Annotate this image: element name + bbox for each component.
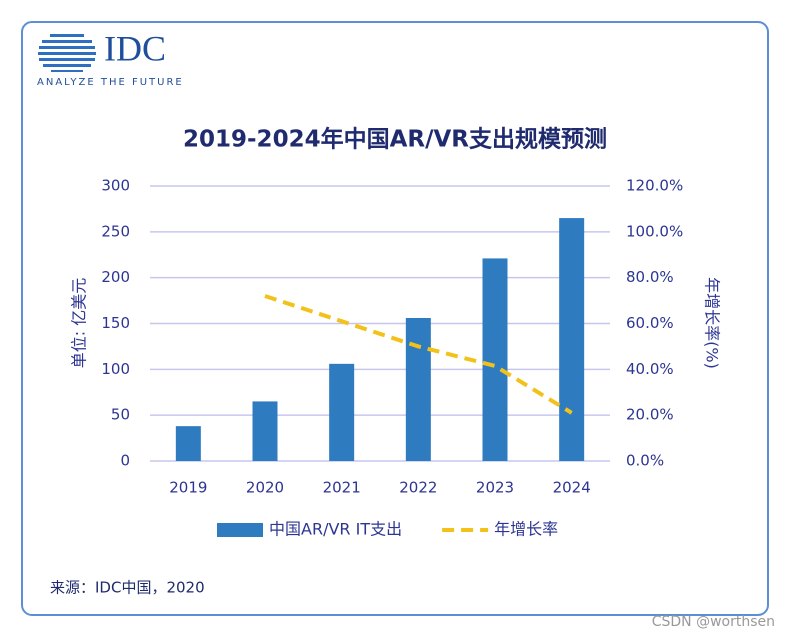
y-tick-label: 300 xyxy=(101,177,130,195)
growth-line xyxy=(264,294,573,415)
logo-name: IDC xyxy=(104,28,166,68)
bar xyxy=(559,218,585,461)
y-tick-label: 150 xyxy=(101,314,130,332)
watermark: CSDN @worthsen xyxy=(652,614,775,630)
y-tick-label: 200 xyxy=(101,268,130,286)
y-tick-label: 250 xyxy=(101,222,130,240)
legend-label: 年增长率 xyxy=(494,520,558,539)
x-tick-label: 2019 xyxy=(169,479,207,497)
y2-tick-label: 0.0% xyxy=(626,452,664,470)
x-tick-label: 2021 xyxy=(323,479,361,497)
bar xyxy=(405,318,431,461)
y2-tick-label: 100.0% xyxy=(626,222,683,240)
y2-tick-label: 60.0% xyxy=(626,314,674,332)
y-tick-label: 100 xyxy=(101,360,130,378)
bar xyxy=(329,363,355,461)
x-tick-label: 2024 xyxy=(553,479,591,497)
bar xyxy=(175,426,201,461)
x-tick-label: 2022 xyxy=(399,479,437,497)
y2-axis-label: 年增长率(%) xyxy=(703,277,722,369)
legend-label: 中国AR/VR IT支出 xyxy=(269,520,402,539)
legend-swatch xyxy=(217,523,263,537)
y2-tick-label: 20.0% xyxy=(626,406,674,424)
bar xyxy=(252,401,278,461)
y2-tick-label: 120.0% xyxy=(626,177,683,195)
y-tick-label: 0 xyxy=(120,452,130,470)
chart-title: 2019-2024年中国AR/VR支出规模预测 xyxy=(183,126,607,153)
source: 来源：IDC中国，2020 xyxy=(50,579,205,597)
y-axis-label: 单位: 亿美元 xyxy=(70,278,89,368)
y2-tick-label: 40.0% xyxy=(626,360,674,378)
x-tick-label: 2020 xyxy=(246,479,284,497)
logo-tagline: ANALYZE THE FUTURE xyxy=(37,77,184,88)
y-tick-label: 50 xyxy=(111,406,130,424)
logo-globe xyxy=(38,34,96,72)
x-tick-label: 2023 xyxy=(476,479,514,497)
bar xyxy=(482,258,508,461)
y2-tick-label: 80.0% xyxy=(626,268,674,286)
card xyxy=(21,21,769,616)
